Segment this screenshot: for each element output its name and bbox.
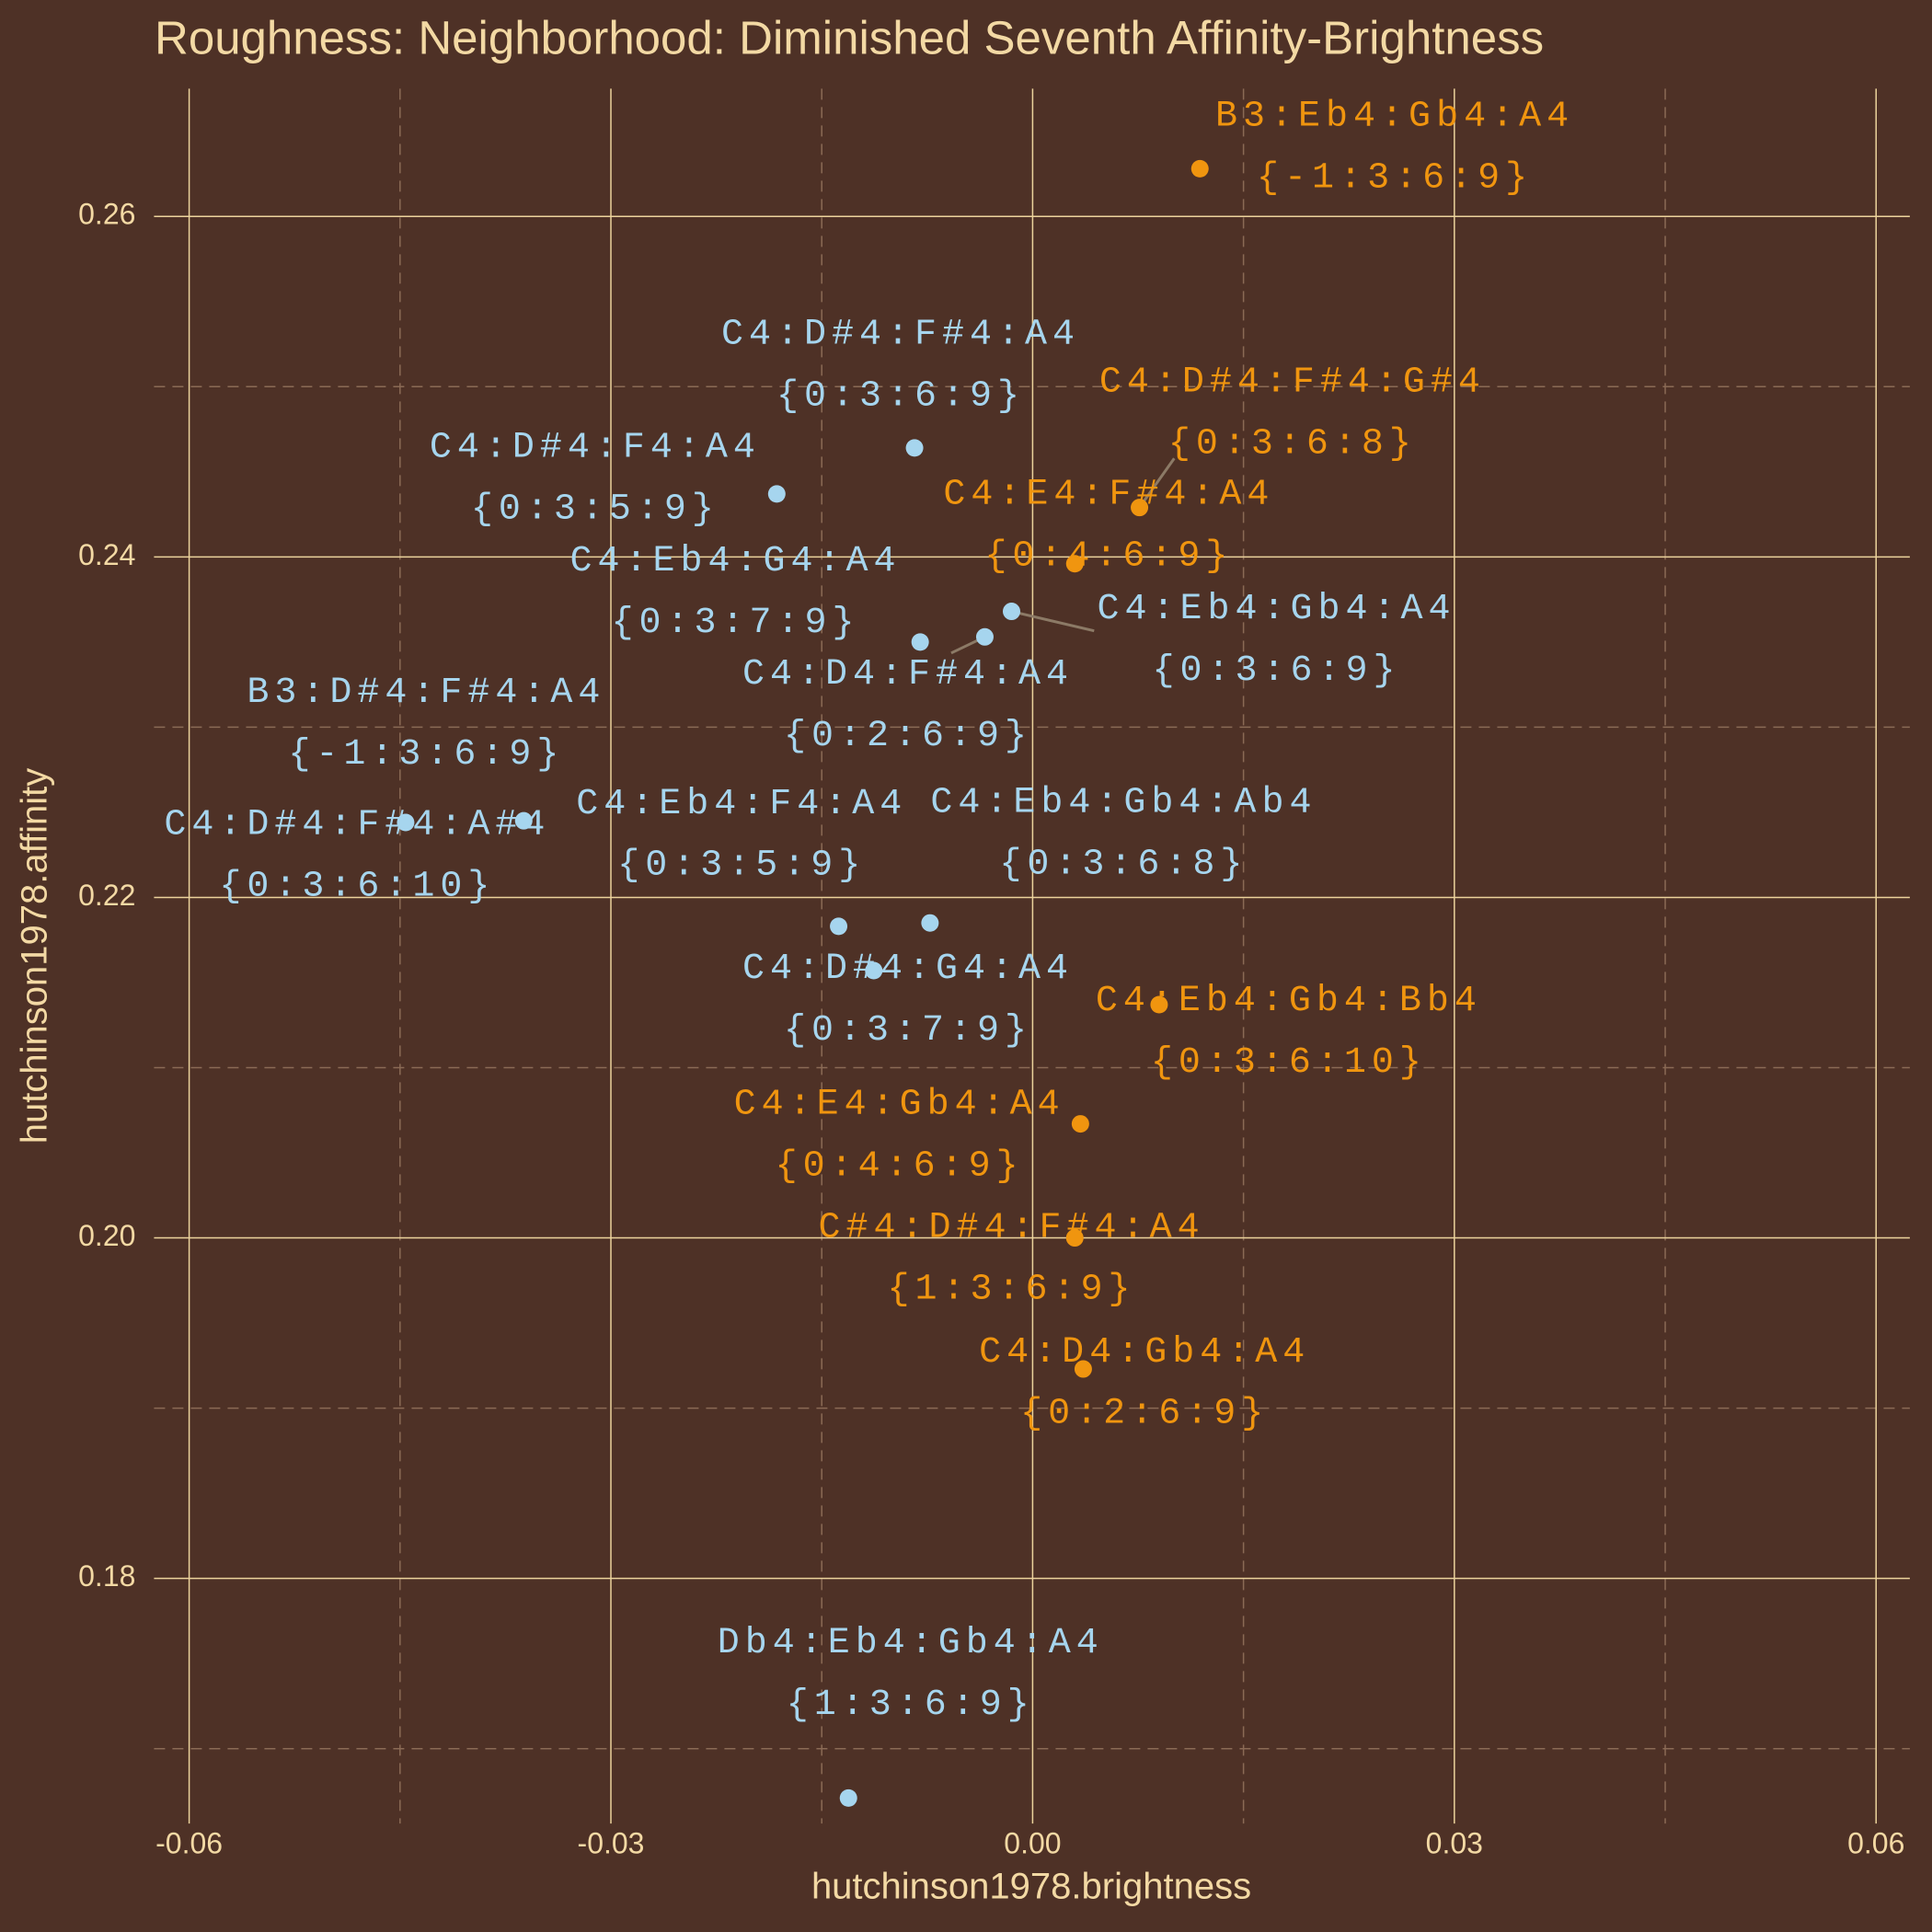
point-sublabel: {0:3:6:10} — [1151, 1042, 1427, 1084]
point-label: C4:Eb4:Gb4:A4 — [1097, 589, 1455, 630]
point-sublabel: {0:3:6:10} — [219, 867, 495, 908]
point — [1065, 1229, 1084, 1248]
y-axis-title: hutchinson1978.affinity — [15, 768, 55, 1144]
point-label: C4:D#4:F#4:A4 — [721, 315, 1080, 356]
point-label: C4:E4:F#4:A4 — [943, 475, 1274, 516]
y-tick-label: 0.18 — [78, 1559, 135, 1593]
point — [1131, 499, 1149, 517]
point-sublabel: {0:3:6:9} — [1152, 650, 1400, 692]
y-tick-label: 0.26 — [78, 198, 135, 231]
point-label: C4:D#4:F#4:G#4 — [1099, 362, 1486, 404]
point-sublabel: {0:4:6:9} — [776, 1146, 1024, 1188]
point-sublabel: {0:3:6:8} — [999, 844, 1248, 885]
point — [921, 914, 939, 932]
point — [830, 917, 848, 936]
point — [1190, 159, 1209, 178]
y-tick-label: 0.24 — [78, 538, 135, 571]
point — [911, 633, 929, 651]
point-sublabel: {1:3:6:9} — [787, 1685, 1035, 1726]
point-sublabel: {0:3:5:9} — [471, 489, 719, 531]
x-tick-label: 0.06 — [1847, 1827, 1904, 1860]
y-tick-label: 0.22 — [78, 879, 135, 912]
point-label: C4:D4:Gb4:A4 — [979, 1332, 1310, 1374]
point-sublabel: {0:2:6:9} — [1020, 1394, 1269, 1435]
point — [397, 813, 415, 832]
point-sublabel: {0:3:5:9} — [617, 845, 866, 887]
point-sublabel: {0:3:7:9} — [612, 603, 860, 644]
point-label: C4:Eb4:Gb4:Ab4 — [930, 782, 1317, 823]
point-label: Db4:Eb4:Gb4:A4 — [718, 1623, 1104, 1664]
x-tick-label: -0.06 — [155, 1827, 223, 1860]
point — [839, 1788, 857, 1807]
leader-line — [1011, 610, 1095, 633]
point-label: C4:D#4:F#4:A#4 — [164, 805, 550, 846]
point-sublabel: {0:3:6:8} — [1168, 424, 1417, 466]
x-tick-label: -0.03 — [578, 1827, 645, 1860]
point — [514, 811, 533, 830]
point-label: C4:D#4:G4:A4 — [742, 949, 1074, 990]
point-label: C4:Eb4:F4:A4 — [576, 784, 907, 825]
point — [767, 485, 786, 503]
point — [975, 627, 994, 646]
x-axis-title: hutchinson1978.brightness — [811, 1867, 1251, 1907]
point-label: B3:D#4:F#4:A4 — [247, 673, 605, 714]
point-label: B3:Eb4:Gb4:A4 — [1215, 96, 1574, 137]
point-sublabel: {0:3:7:9} — [784, 1010, 1032, 1052]
point — [905, 439, 924, 457]
point — [1150, 995, 1168, 1014]
point-label: C#4:D#4:F#4:A4 — [819, 1207, 1205, 1248]
point — [1071, 1115, 1089, 1133]
x-tick-label: 0.03 — [1426, 1827, 1483, 1860]
point-label: C4:D#4:F4:A4 — [430, 428, 761, 469]
point-sublabel: {0:4:6:9} — [984, 536, 1233, 578]
point-label: C4:Eb4:G4:A4 — [570, 541, 902, 582]
x-tick-label: 0.00 — [1004, 1827, 1061, 1860]
point — [865, 961, 883, 980]
point — [1074, 1360, 1092, 1378]
point — [1065, 555, 1084, 573]
point-sublabel: {1:3:6:9} — [888, 1269, 1136, 1310]
point-label: C4:E4:Gb4:A4 — [734, 1085, 1065, 1126]
point-label: C4:D4:F#4:A4 — [742, 654, 1074, 696]
chart-title: Roughness: Neighborhood: Diminished Seve… — [155, 11, 1544, 63]
leader-line — [1138, 457, 1176, 509]
point-sublabel: {0:3:6:9} — [776, 375, 1025, 417]
point — [1002, 603, 1020, 621]
y-tick-label: 0.20 — [78, 1219, 135, 1252]
point-sublabel: {0:2:6:9} — [784, 716, 1032, 757]
point-sublabel: {-1:3:6:9} — [1257, 157, 1533, 199]
point-sublabel: {-1:3:6:9} — [288, 734, 564, 776]
